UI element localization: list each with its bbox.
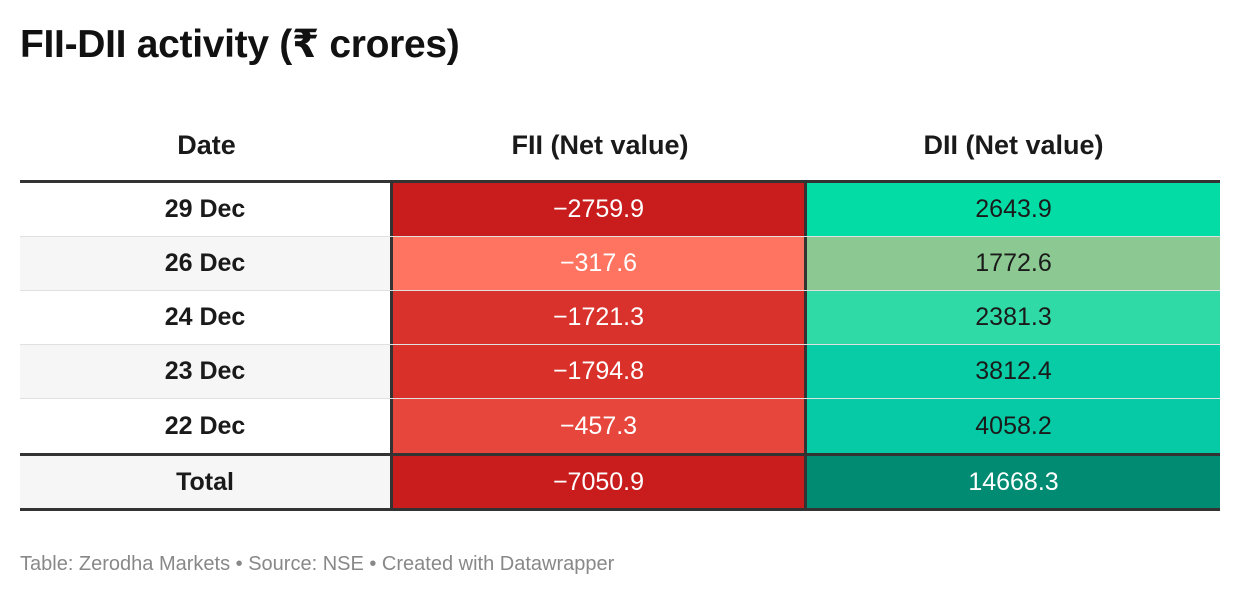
source-footer: Table: Zerodha Markets • Source: NSE • C… bbox=[20, 553, 615, 575]
column-header-dii: DII (Net value) bbox=[923, 129, 1104, 160]
chart-title: FII-DII activity (₹ crores) bbox=[20, 23, 460, 66]
dii-value-cell: 3812.4 bbox=[807, 345, 1220, 398]
table-row: 29 Dec −2759.9 2643.9 bbox=[20, 183, 1220, 237]
dii-value-cell: 2381.3 bbox=[807, 291, 1220, 344]
dii-value-cell: 4058.2 bbox=[807, 399, 1220, 453]
table-row: 26 Dec −317.6 1772.6 bbox=[20, 237, 1220, 291]
date-cell: 24 Dec bbox=[20, 291, 393, 344]
dii-value-cell: 2643.9 bbox=[807, 183, 1220, 236]
table-row: 22 Dec −457.3 4058.2 bbox=[20, 399, 1220, 453]
fii-value-cell: −1794.8 bbox=[393, 345, 807, 398]
column-header-date: Date bbox=[177, 129, 236, 160]
total-dii-value: 14668.3 bbox=[807, 456, 1220, 508]
date-cell: 23 Dec bbox=[20, 345, 393, 398]
table-header-row: Date FII (Net value) DII (Net value) bbox=[20, 110, 1220, 183]
fii-value-cell: −457.3 bbox=[393, 399, 807, 453]
date-cell: 29 Dec bbox=[20, 183, 393, 236]
fii-value-cell: −2759.9 bbox=[393, 183, 807, 236]
column-header-fii: FII (Net value) bbox=[511, 129, 689, 160]
date-cell: 26 Dec bbox=[20, 237, 393, 290]
fii-value-cell: −1721.3 bbox=[393, 291, 807, 344]
table-row: 23 Dec −1794.8 3812.4 bbox=[20, 345, 1220, 399]
table-row: 24 Dec −1721.3 2381.3 bbox=[20, 291, 1220, 345]
date-cell: 22 Dec bbox=[20, 399, 393, 453]
table-body: 29 Dec −2759.9 2643.9 26 Dec −317.6 1772.6 24 … bbox=[20, 183, 1220, 453]
fii-dii-table: Date FII (Net value) DII (Net value) 29 … bbox=[20, 110, 1220, 511]
total-fii-value: −7050.9 bbox=[393, 456, 807, 508]
table-total-row: Total −7050.9 14668.3 bbox=[20, 453, 1220, 511]
dii-value-cell: 1772.6 bbox=[807, 237, 1220, 290]
fii-value-cell: −317.6 bbox=[393, 237, 807, 290]
total-label: Total bbox=[20, 456, 393, 508]
